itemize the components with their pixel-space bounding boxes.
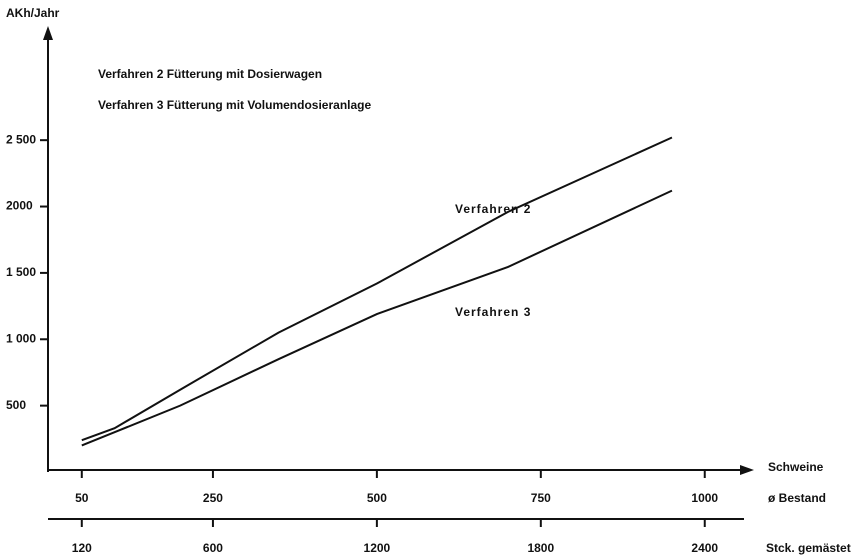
legend-line: Verfahren 2 Fütterung mit Dosierwagen — [98, 67, 322, 81]
legend-line: Verfahren 3 Fütterung mit Volumendosiera… — [98, 98, 371, 112]
series-label: Verfahren 3 — [455, 305, 531, 319]
x2-tick-label: 1200 — [364, 541, 391, 555]
x-tick-label: 1000 — [691, 491, 718, 505]
y-tick-label: 2 500 — [6, 132, 36, 146]
x2-tick-label: 1800 — [527, 541, 554, 555]
x2-tick-label: 120 — [72, 541, 92, 555]
y-tick-label: 500 — [6, 398, 26, 412]
x-tick-label: 50 — [75, 491, 89, 505]
x2-tick-label: 2400 — [691, 541, 718, 555]
x-axis-label-2: ø Bestand — [768, 491, 826, 505]
series-line — [81, 189, 673, 447]
x-tick-label: 500 — [367, 491, 387, 505]
y-tick-label: 1 500 — [6, 265, 36, 279]
x-tick-label: 750 — [531, 491, 551, 505]
x2-axis-label: Stck. gemästet — [766, 541, 851, 555]
y-arrow — [43, 26, 53, 40]
series-line — [81, 136, 673, 442]
y-tick-label: 2000 — [6, 199, 33, 213]
x-tick-label: 250 — [203, 491, 223, 505]
x2-tick-label: 600 — [203, 541, 223, 555]
x-arrow — [740, 465, 754, 475]
x-axis-label: Schweine — [768, 460, 824, 474]
y-tick-label: 1 000 — [6, 331, 36, 345]
y-axis-label: AKh/Jahr — [6, 6, 60, 20]
series-label: Verfahren 2 — [455, 202, 531, 216]
